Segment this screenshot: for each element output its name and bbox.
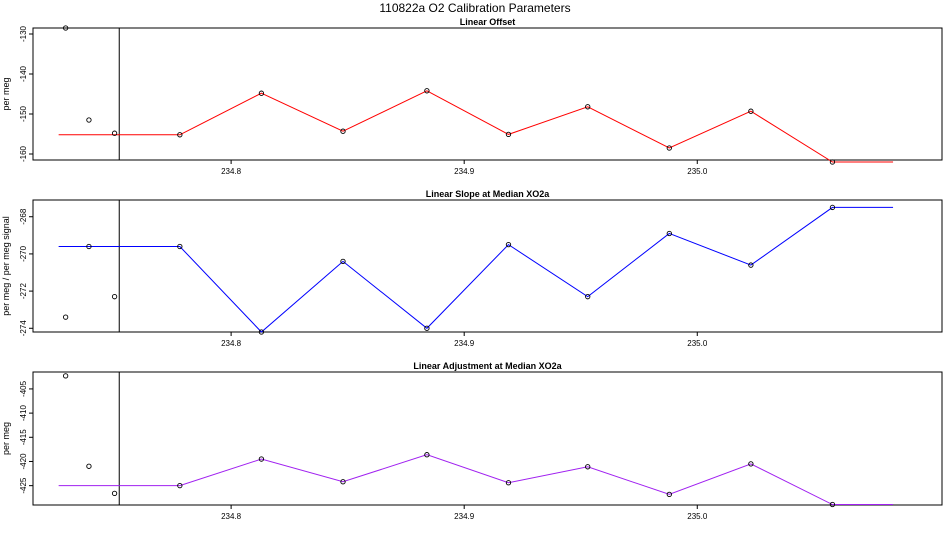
data-point: [585, 464, 591, 470]
data-point: [111, 490, 118, 497]
y-tick-label: -160: [19, 145, 28, 162]
x-tick-label: 234.9: [454, 339, 475, 348]
y-tick-label: -140: [19, 65, 28, 82]
x-tick-label: 235.0: [687, 339, 708, 348]
data-point: [177, 243, 183, 250]
y-axis-label: per meg / per meg signal: [1, 216, 11, 316]
data-point: [829, 204, 836, 211]
data-point: [424, 452, 430, 458]
y-tick-label: -268: [19, 208, 28, 225]
data-point: [177, 483, 183, 489]
x-tick-label: 235.0: [687, 512, 708, 521]
y-tick-label: -274: [19, 320, 28, 337]
data-point: [258, 456, 265, 462]
y-tick-label: -150: [19, 105, 28, 122]
data-point: [748, 262, 754, 268]
data-point: [258, 90, 265, 96]
y-tick-label: -425: [19, 477, 28, 494]
y-axis-label: per meg: [1, 422, 11, 455]
panel-title: Linear Offset: [460, 17, 516, 27]
data-point: [340, 479, 346, 485]
series-line: [119, 454, 894, 506]
data-point: [86, 463, 92, 469]
data-point: [585, 294, 591, 300]
data-point: [505, 131, 512, 138]
y-tick-label: -405: [19, 380, 28, 397]
data-point: [340, 258, 346, 265]
data-point: [62, 25, 69, 31]
x-tick-label: 234.8: [221, 512, 242, 521]
y-tick-label: -272: [19, 283, 28, 300]
y-tick-label: -270: [19, 245, 28, 262]
series-line: [119, 206, 894, 333]
y-tick-label: -415: [19, 429, 28, 446]
data-point: [424, 88, 430, 94]
data-point: [111, 130, 118, 136]
data-point: [585, 104, 591, 110]
panel-2: Linear Slope at Median XO2a per meg / per…: [1, 189, 943, 348]
x-tick-label: 234.9: [454, 167, 475, 176]
data-point: [111, 294, 118, 300]
panel-title: Linear Slope at Median XO2a: [426, 189, 551, 199]
plot-frame: [32, 199, 943, 333]
data-point: [86, 243, 92, 250]
x-tick-label: 234.9: [454, 512, 475, 521]
data-point: [258, 329, 265, 335]
data-point: [666, 145, 672, 151]
y-tick-label: -130: [19, 25, 28, 42]
data-point: [505, 480, 512, 486]
data-point: [829, 501, 836, 508]
data-point: [62, 373, 69, 379]
x-tick-label: 235.0: [687, 167, 708, 176]
y-axis-label: per meg: [1, 77, 11, 110]
x-tick-label: 234.8: [221, 339, 242, 348]
data-point: [62, 314, 69, 320]
data-point: [177, 132, 183, 138]
data-point: [748, 108, 754, 114]
series-line: [119, 90, 894, 163]
data-point: [86, 117, 92, 123]
data-point: [505, 241, 512, 248]
plot-frame: [32, 371, 943, 506]
page-title: 110822a O2 Calibration Parameters: [379, 1, 570, 15]
data-point: [666, 230, 672, 237]
plot-frame: [32, 27, 943, 161]
y-tick-label: -420: [19, 453, 28, 470]
data-point: [748, 461, 754, 467]
panel-title: Linear Adjustment at Median XO2a: [413, 361, 562, 371]
data-point: [424, 325, 430, 331]
data-point: [340, 128, 346, 134]
data-point: [829, 159, 836, 165]
data-point: [666, 491, 672, 498]
y-tick-label: -410: [19, 405, 28, 422]
x-tick-label: 234.8: [221, 167, 242, 176]
panel-1: Linear Offset per meg -130 -140 -150 -160 234.…: [1, 17, 943, 176]
